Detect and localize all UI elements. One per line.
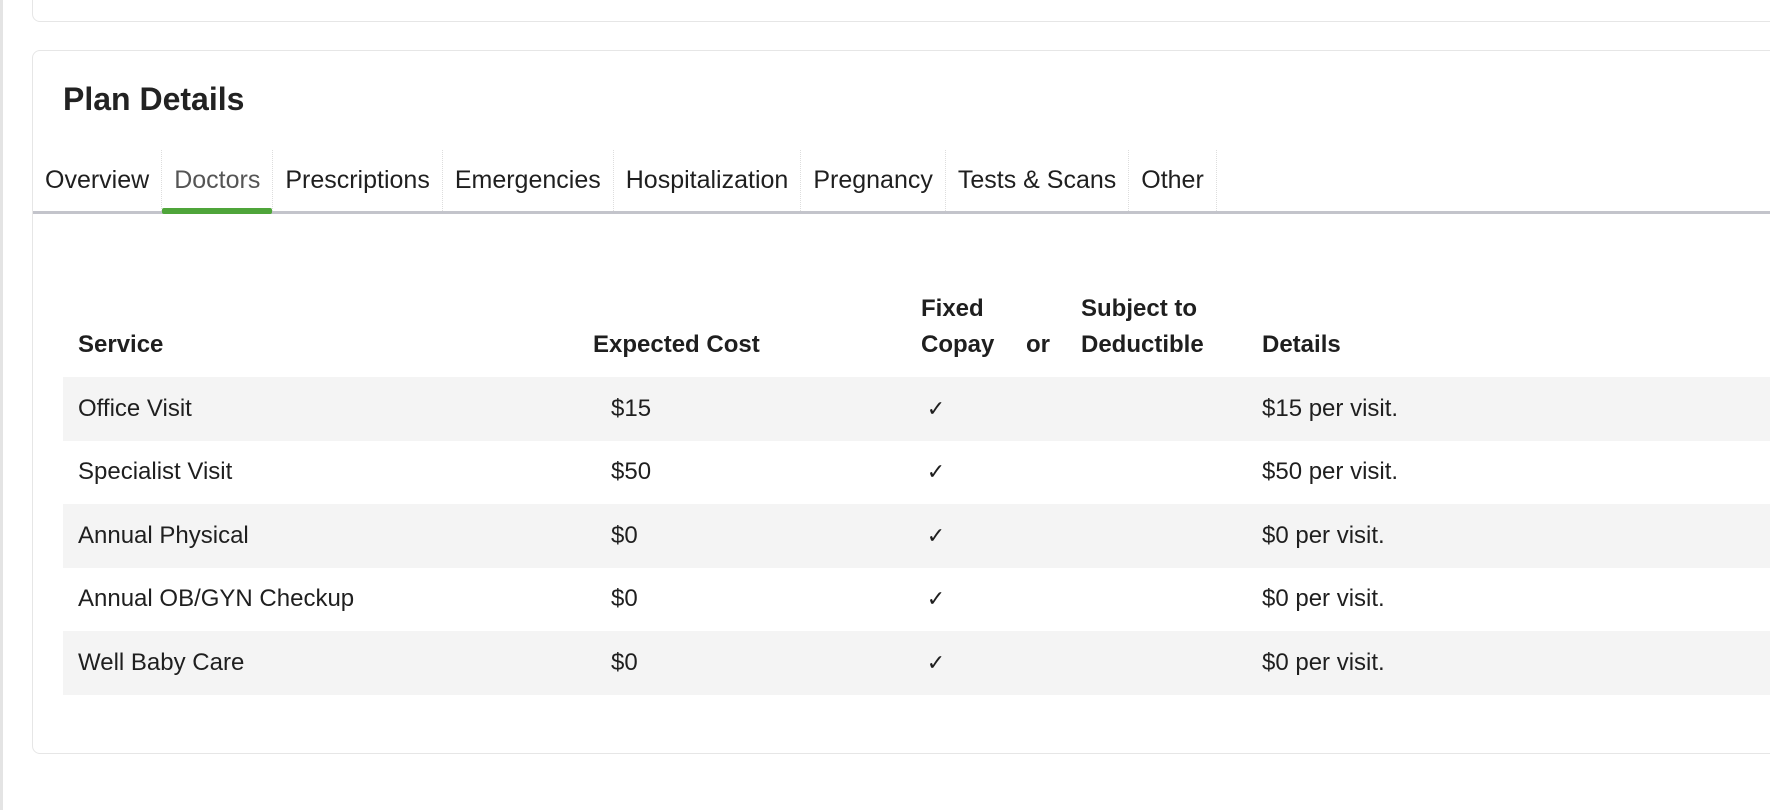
details-cell: $50 per visit. — [1262, 458, 1399, 486]
tab-emergencies[interactable]: Emergencies — [443, 150, 614, 211]
table-row: Annual Physical $0 ✓ $0 per visit. — [63, 504, 1770, 568]
header-expected-cost: Expected Cost — [593, 331, 760, 358]
tab-hospitalization[interactable]: Hospitalization — [614, 150, 802, 211]
page-left-border — [0, 0, 3, 810]
doctors-table: Service Expected Cost Fixed Copay or Subj… — [63, 291, 1770, 695]
header-service: Service — [78, 331, 164, 358]
tab-bar: Overview Doctors Prescriptions Emergenci… — [33, 150, 1770, 214]
table-row: Specialist Visit $50 ✓ $50 per visit. — [63, 441, 1770, 505]
deductible-cell — [1081, 504, 1246, 568]
table-header-row: Service Expected Cost Fixed Copay or Subj… — [63, 291, 1770, 377]
page: Plan Details Overview Doctors Prescripti… — [3, 0, 1770, 810]
details-cell: $15 per visit. — [1246, 377, 1770, 441]
fixed-copay-cell: ✓ — [921, 568, 1026, 632]
service-cell: Specialist Visit — [78, 458, 233, 486]
header-fixed-copay: Fixed Copay — [921, 295, 995, 358]
expected-cost-cell: $15 — [593, 377, 921, 441]
deductible-cell — [1081, 377, 1246, 441]
tab-prescriptions[interactable]: Prescriptions — [273, 150, 443, 211]
service-cell: Annual OB/GYN Checkup — [78, 585, 355, 613]
section-title: Plan Details — [63, 81, 245, 117]
tab-overview[interactable]: Overview — [33, 150, 163, 211]
or-cell — [1026, 504, 1081, 568]
table-row: Office Visit $15 ✓ $15 per visit. — [63, 377, 1770, 441]
checkmark-icon: ✓ — [926, 459, 946, 485]
table-row: Annual OB/GYN Checkup $0 ✓ $0 per visit. — [63, 568, 1770, 632]
details-cell: $0 per visit. — [1262, 585, 1385, 613]
checkmark-icon: ✓ — [926, 586, 946, 612]
checkmark-icon: ✓ — [926, 395, 946, 421]
fixed-copay-cell: ✓ — [921, 631, 1026, 695]
or-cell — [1026, 631, 1081, 695]
deductible-cell — [1081, 568, 1246, 632]
tab-tests-scans[interactable]: Tests & Scans — [946, 150, 1130, 211]
checkmark-icon: ✓ — [926, 522, 946, 548]
expected-cost-cell: $50 — [611, 458, 652, 486]
table-row: Well Baby Care $0 ✓ $0 per visit. — [63, 631, 1770, 695]
deductible-cell — [1081, 631, 1246, 695]
details-cell: $0 per visit. — [1246, 631, 1770, 695]
tab-doctors[interactable]: Doctors — [162, 150, 274, 214]
checkmark-icon: ✓ — [926, 649, 946, 675]
tab-other[interactable]: Other — [1129, 150, 1217, 211]
fixed-copay-cell: ✓ — [921, 441, 1026, 505]
details-cell: $0 per visit. — [1246, 504, 1770, 568]
expected-cost-cell: $0 — [593, 631, 921, 695]
tab-pregnancy[interactable]: Pregnancy — [801, 150, 946, 211]
expected-cost-cell: $0 — [611, 585, 638, 613]
service-cell: Well Baby Care — [63, 631, 593, 695]
header-details: Details — [1262, 331, 1341, 358]
fixed-copay-cell: ✓ — [921, 504, 1026, 568]
service-cell: Office Visit — [63, 377, 593, 441]
header-subject-to-deductible: Subject to Deductible — [1081, 295, 1204, 358]
or-cell — [1026, 568, 1081, 632]
deductible-cell — [1081, 441, 1246, 505]
plan-details-card: Plan Details Overview Doctors Prescripti… — [32, 50, 1770, 754]
fixed-copay-cell: ✓ — [921, 377, 1026, 441]
previous-card — [32, 0, 1770, 22]
or-cell — [1026, 377, 1081, 441]
expected-cost-cell: $0 — [593, 504, 921, 568]
header-or: or — [1026, 331, 1050, 358]
or-cell — [1026, 441, 1081, 505]
service-cell: Annual Physical — [63, 504, 593, 568]
